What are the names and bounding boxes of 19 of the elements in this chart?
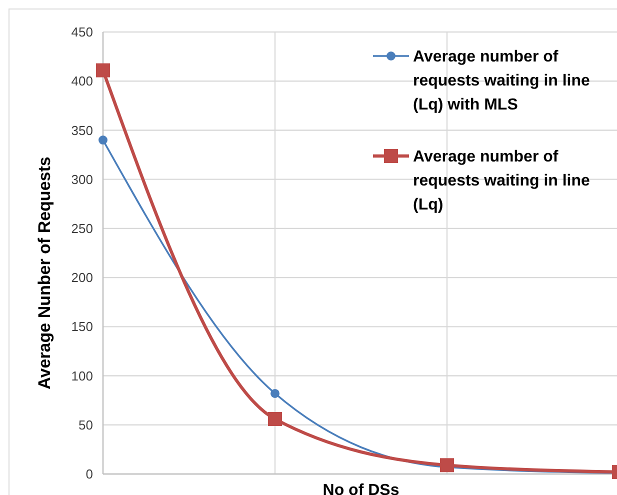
y-tick-label: 100 [71,368,93,384]
y-tick-label: 200 [71,270,93,286]
x-axis-title: No of DSs [322,482,400,495]
y-tick-label: 400 [71,74,93,89]
point [268,412,282,426]
y-tick-label: 0 [86,466,93,482]
point [98,136,108,145]
y-tick-label: 450 [71,24,93,40]
y-tick-label: 300 [71,172,93,187]
legend-label: Average number of requests waiting in line (Lq) [413,148,590,214]
legend-label: Average number of requests waiting in line (Lq) with MLS [413,48,590,114]
y-tick-label: 350 [71,122,93,138]
point [270,388,280,398]
y-axis-title: Average Nunber of Requests [35,156,54,390]
point [440,458,454,472]
y-tick-label: 50 [78,417,93,432]
point [96,63,110,78]
y-tick-label: 250 [71,220,93,236]
y-tick-label: 150 [71,319,93,334]
